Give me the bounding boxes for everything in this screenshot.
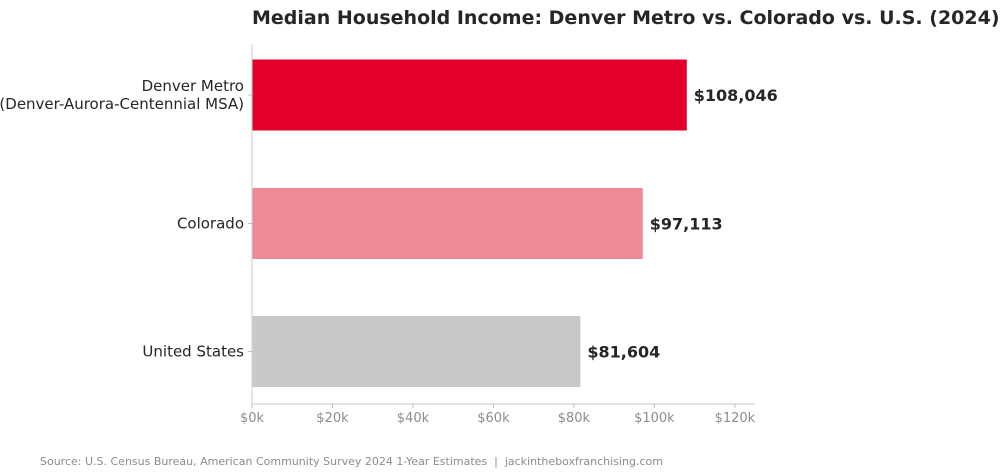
x-tick-label: $0k	[240, 411, 265, 426]
category-label: United States	[142, 343, 244, 361]
data-label: $97,113	[650, 215, 723, 234]
x-tick-label: $20k	[316, 411, 349, 426]
bar	[252, 59, 687, 131]
category-label-line: Colorado	[177, 215, 244, 233]
data-label: $81,604	[587, 343, 660, 362]
category-label: Colorado	[177, 215, 244, 233]
category-label: Denver Metro (Denver-Aurora-Centennial MS…	[0, 77, 244, 113]
x-tick-label: $100k	[634, 411, 675, 426]
data-label: $108,046	[694, 86, 778, 105]
category-label-line: (Denver-Aurora-Centennial MSA)	[0, 95, 244, 113]
plot-area: $0k $20k $40k $60k $80k $100k $120k Denver Metr…	[0, 44, 778, 426]
x-tick-label: $60k	[477, 411, 510, 426]
x-tick-label: $40k	[397, 411, 430, 426]
x-tick-label: $80k	[558, 411, 591, 426]
bar	[252, 188, 643, 259]
x-tick-label: $120k	[715, 411, 756, 426]
source-note: Source: U.S. Census Bureau, American Com…	[40, 455, 663, 468]
category-label-line: United States	[142, 343, 244, 361]
bar	[252, 316, 581, 387]
chart-title: Median Household Income: Denver Metro vs…	[252, 7, 1000, 29]
category-label-line: Denver Metro	[142, 77, 244, 95]
